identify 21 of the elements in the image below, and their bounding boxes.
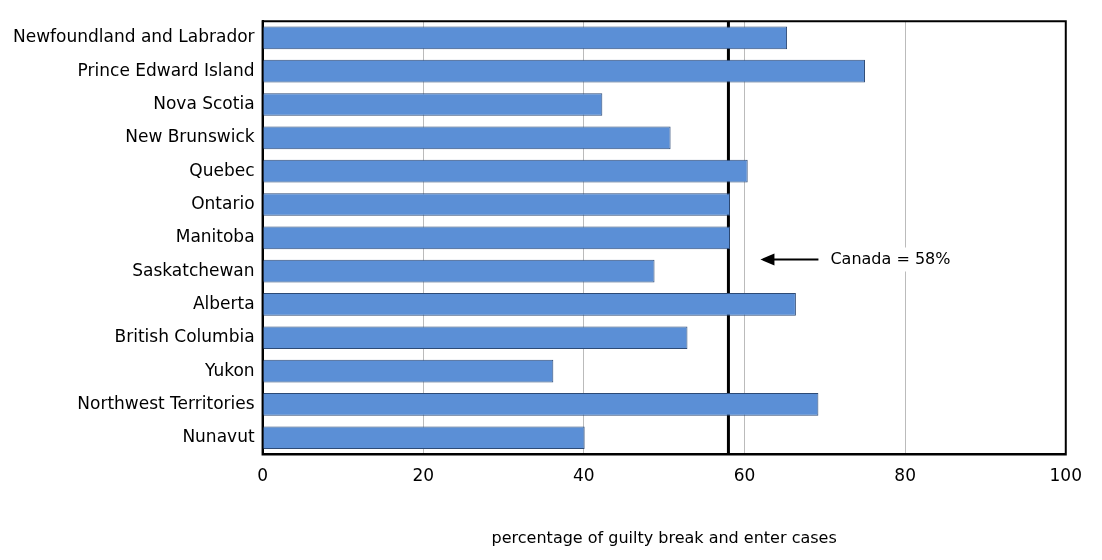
- x-axis-title: percentage of guilty break and enter cases: [491, 527, 837, 547]
- x-tick-label: 60: [733, 465, 756, 486]
- y-tick-label: Northwest Territories: [77, 392, 255, 413]
- y-tick-label: Saskatchewan: [132, 259, 255, 280]
- x-tick-label: 80: [894, 465, 916, 486]
- y-tick-label: Nova Scotia: [153, 92, 255, 113]
- x-tick-label: 20: [412, 465, 435, 486]
- y-tick-label: Manitoba: [175, 226, 255, 247]
- y-tick-label: Quebec: [189, 159, 255, 180]
- y-tick-label: Nunavut: [182, 426, 255, 447]
- y-tick-label: Prince Edward Island: [77, 59, 255, 80]
- y-tick-label: British Columbia: [114, 326, 255, 347]
- y-tick-label: Newfoundland and Labrador: [12, 26, 255, 47]
- x-tick-label: 40: [573, 465, 595, 486]
- x-tick-label: 0: [257, 465, 268, 486]
- x-tick-label: 100: [1049, 465, 1082, 486]
- y-tick-label: Yukon: [203, 359, 255, 380]
- ref-line-label: Canada = 58%: [830, 248, 951, 268]
- y-tick-label: New Brunswick: [125, 126, 255, 147]
- y-tick-label: Ontario: [191, 192, 255, 213]
- y-tick-label: Alberta: [192, 292, 255, 313]
